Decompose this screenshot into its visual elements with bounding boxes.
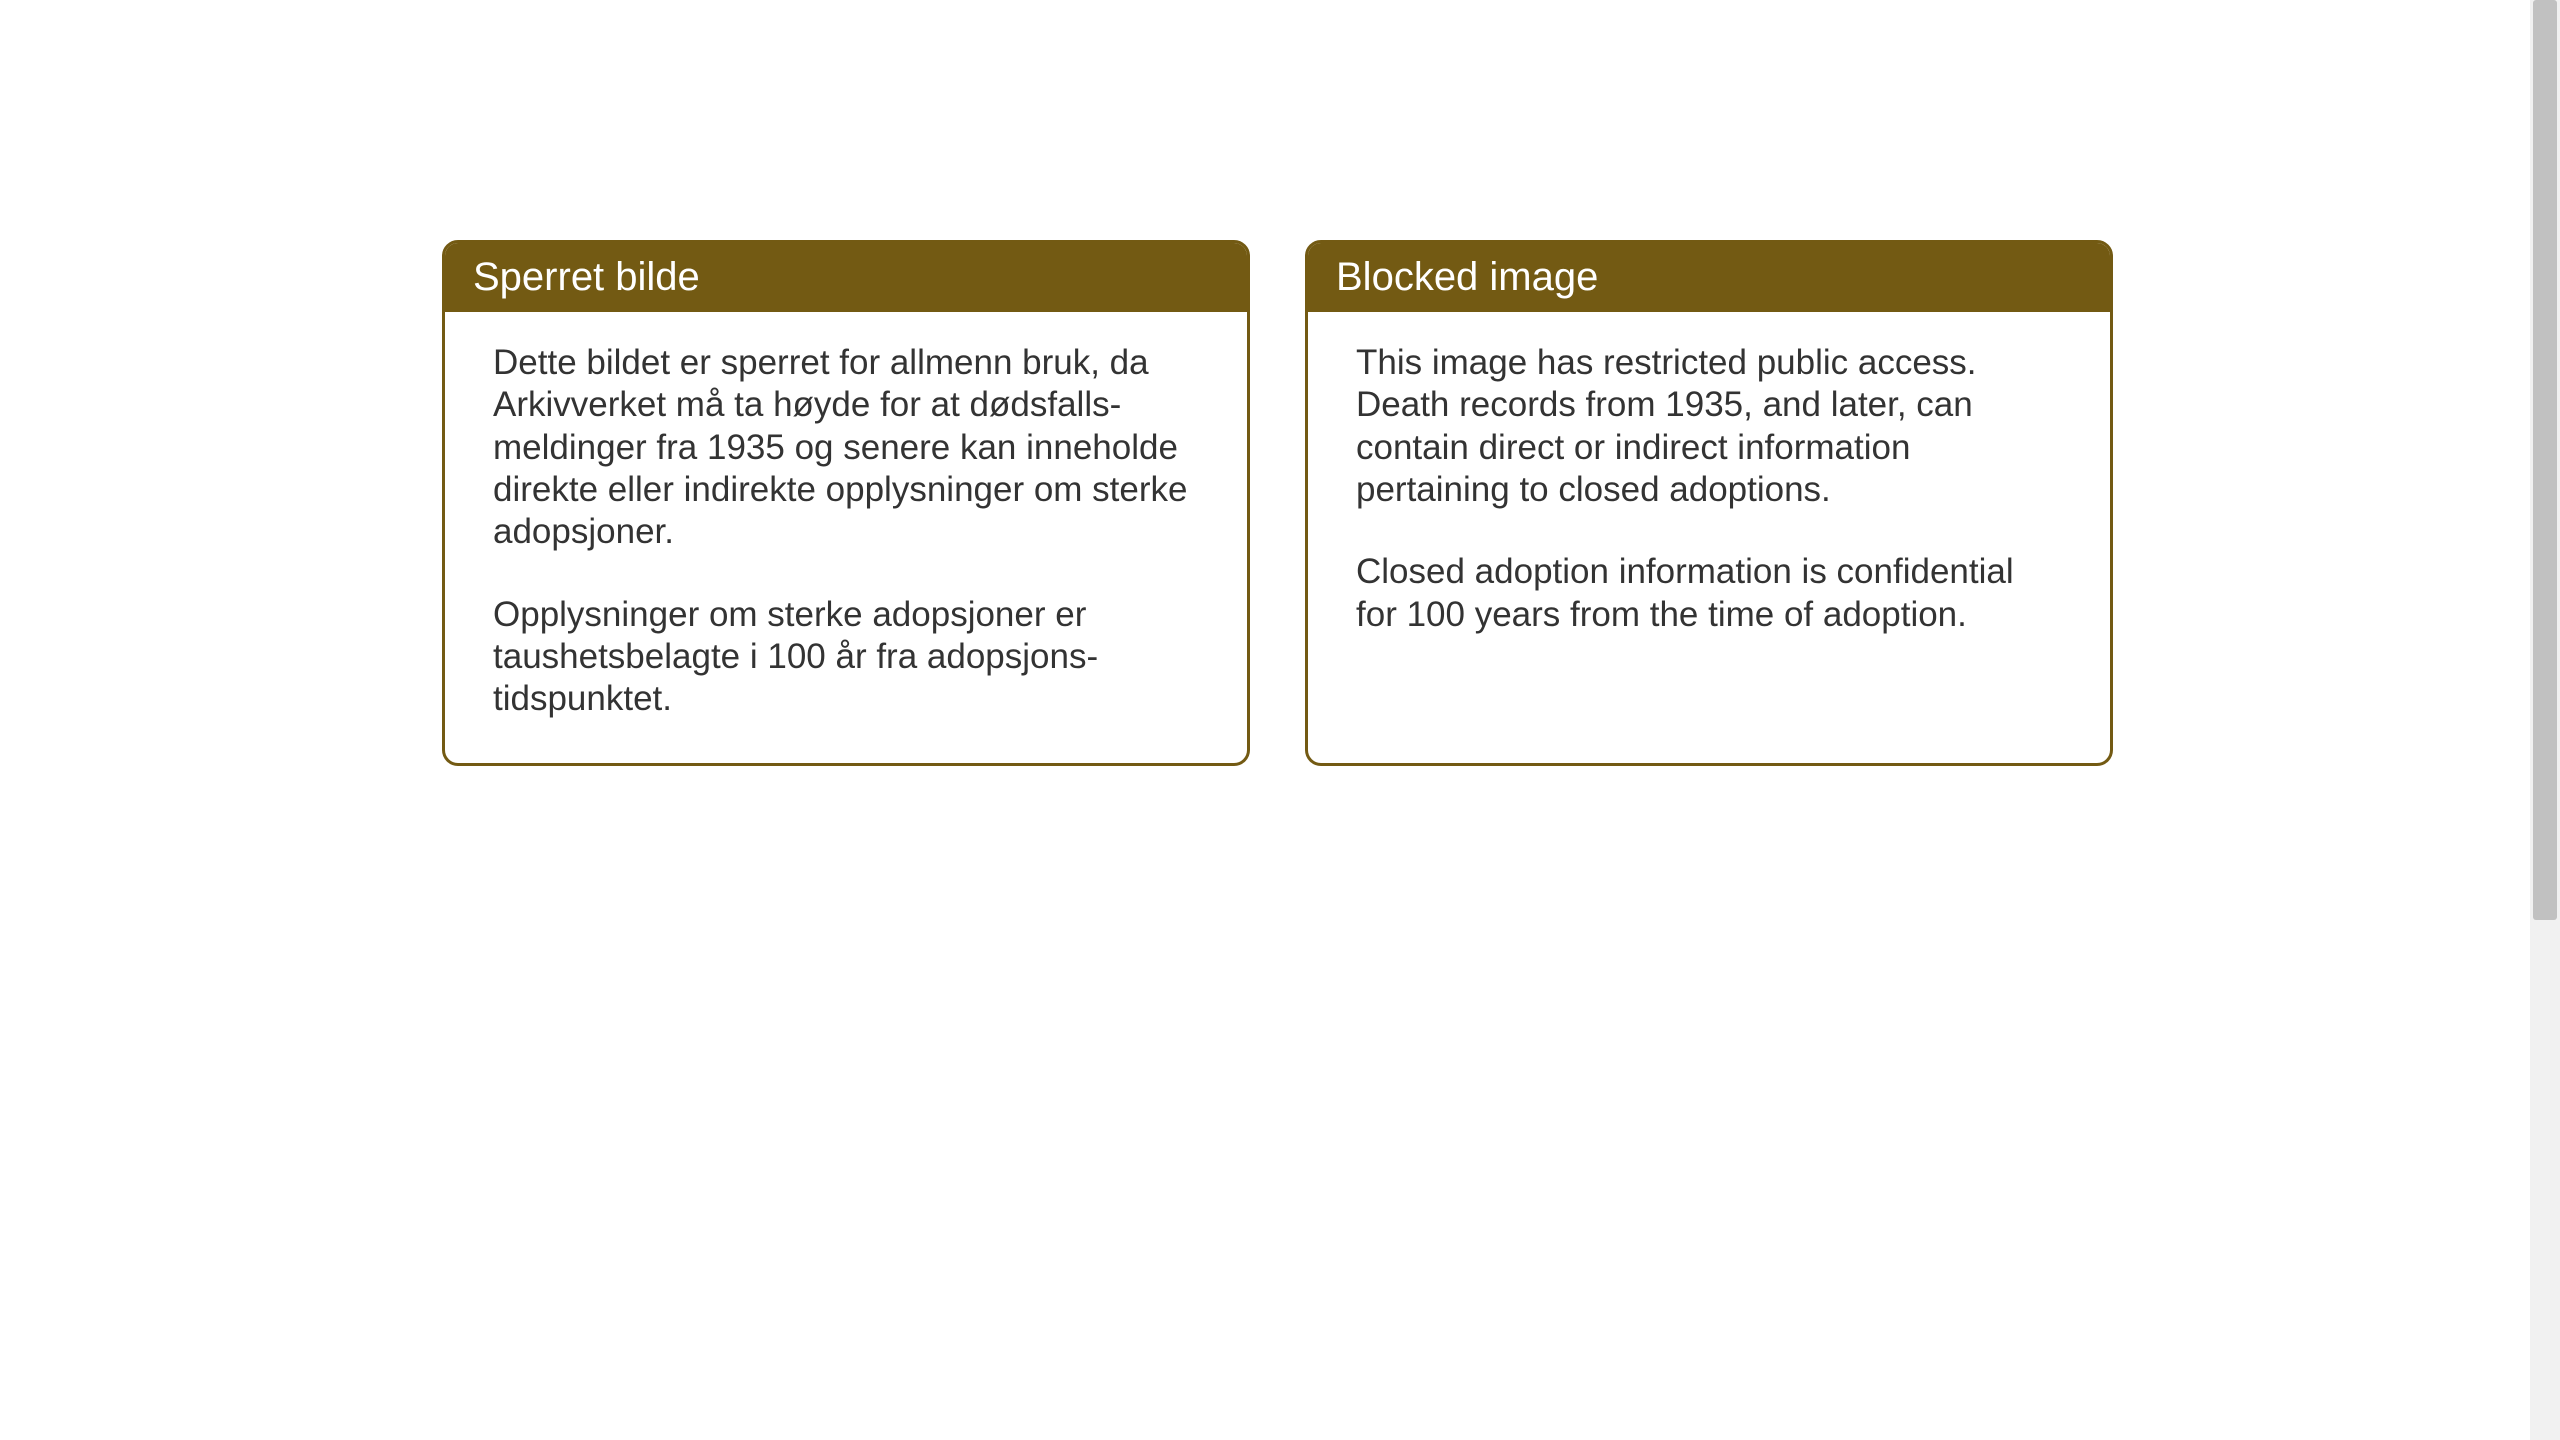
blocked-image-card-norwegian: Sperret bilde Dette bildet er sperret fo… bbox=[442, 240, 1250, 766]
notice-container: Sperret bilde Dette bildet er sperret fo… bbox=[442, 240, 2113, 766]
card-body-norwegian: Dette bildet er sperret for allmenn bruk… bbox=[445, 312, 1247, 763]
blocked-image-card-english: Blocked image This image has restricted … bbox=[1305, 240, 2113, 766]
card-header-norwegian: Sperret bilde bbox=[445, 243, 1247, 312]
notice-paragraph-1: This image has restricted public access.… bbox=[1356, 342, 2062, 511]
notice-paragraph-1: Dette bildet er sperret for allmenn bruk… bbox=[493, 342, 1199, 554]
scrollbar-thumb[interactable] bbox=[2533, 0, 2557, 920]
card-header-english: Blocked image bbox=[1308, 243, 2110, 312]
card-title: Blocked image bbox=[1336, 255, 1598, 299]
card-body-english: This image has restricted public access.… bbox=[1308, 312, 2110, 678]
card-title: Sperret bilde bbox=[473, 255, 700, 299]
notice-paragraph-2: Closed adoption information is confident… bbox=[1356, 551, 2062, 636]
vertical-scrollbar[interactable] bbox=[2530, 0, 2560, 1440]
notice-paragraph-2: Opplysninger om sterke adopsjoner er tau… bbox=[493, 594, 1199, 721]
